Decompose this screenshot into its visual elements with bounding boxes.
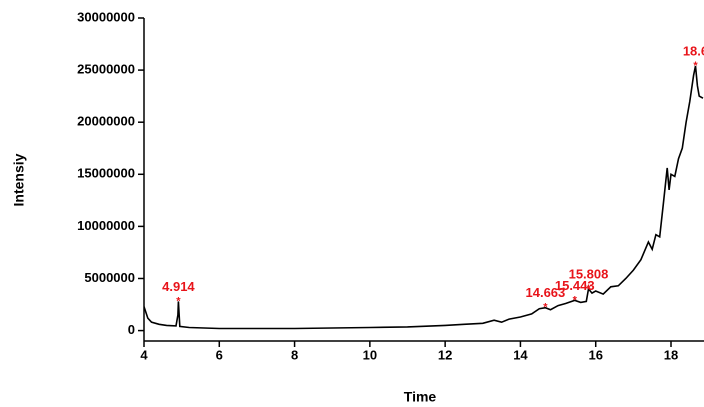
y-tick-label: 10000000: [77, 218, 135, 233]
peak-label: 4.914: [162, 279, 195, 294]
x-axis-label: Time: [404, 389, 437, 405]
peak-marker: *: [586, 283, 591, 295]
data-line: [144, 65, 704, 330]
y-tick-label: 0: [128, 322, 135, 337]
y-tick-label: 30000000: [77, 9, 135, 24]
peak-marker: *: [543, 302, 548, 314]
peak-label: 15.443: [555, 278, 595, 293]
peak-marker: *: [693, 60, 698, 72]
x-tick-label: 14: [513, 347, 528, 362]
y-axis-label: Intensiy: [11, 153, 27, 206]
peak-label: 15.808: [569, 266, 609, 281]
x-tick-label: 4: [140, 347, 148, 362]
y-tick-label: 15000000: [77, 166, 135, 181]
y-tick-label: 20000000: [77, 114, 135, 129]
y-tick-label: 25000000: [77, 62, 135, 77]
x-tick-label: 6: [216, 347, 223, 362]
peak-marker: *: [176, 295, 181, 307]
y-tick-label: 5000000: [84, 270, 135, 285]
x-tick-label: 18: [664, 347, 678, 362]
x-tick-label: 12: [438, 347, 452, 362]
x-tick-label: 16: [588, 347, 602, 362]
peak-label: 18.6: [683, 43, 704, 58]
peak-marker: *: [573, 294, 578, 306]
x-tick-label: 10: [363, 347, 377, 362]
peak-label: 14.663: [526, 285, 566, 300]
x-tick-label: 8: [291, 347, 298, 362]
